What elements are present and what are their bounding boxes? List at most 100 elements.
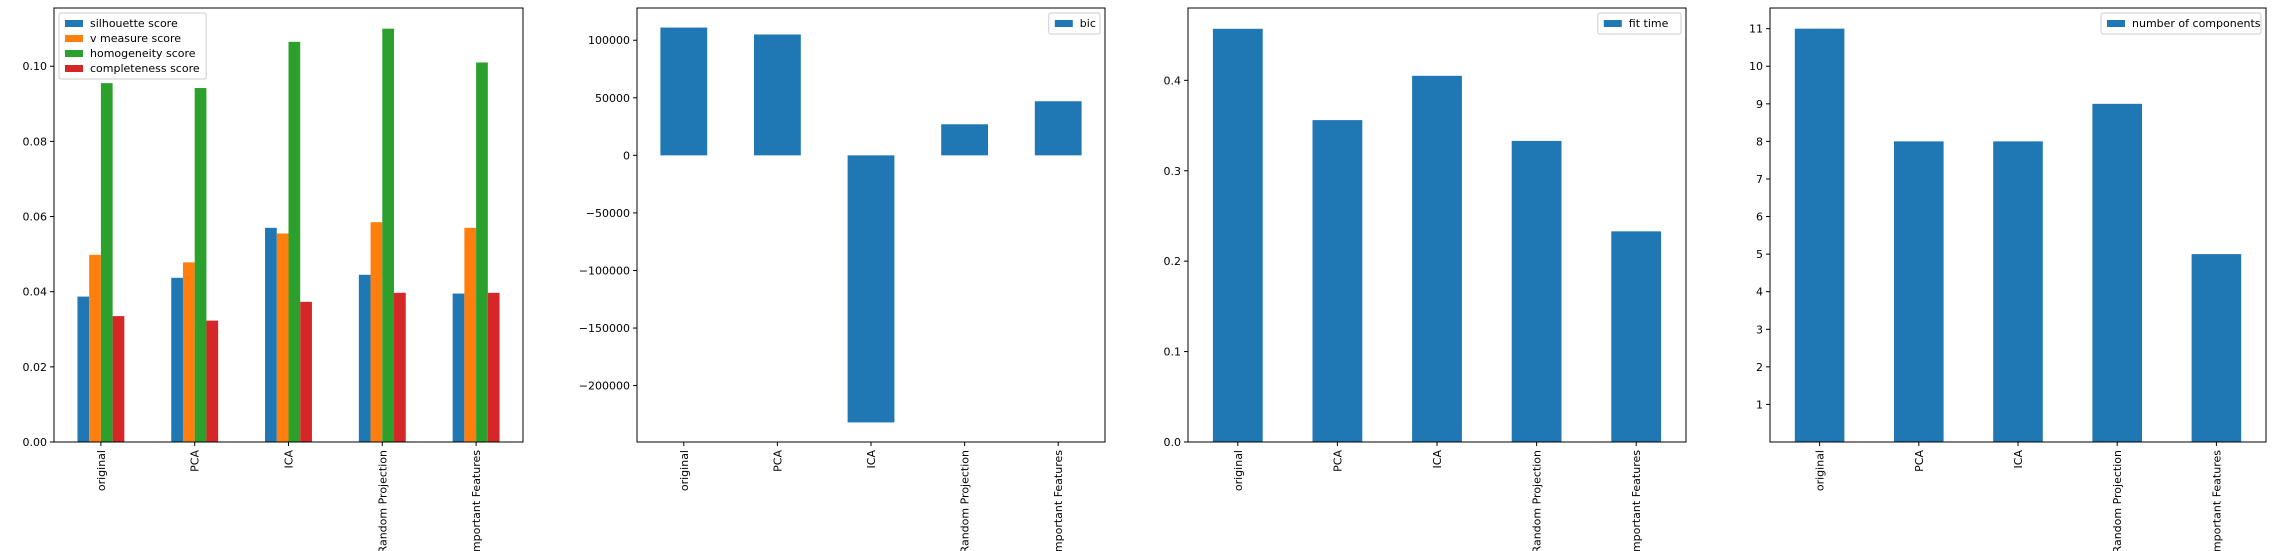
- x-tick-label: PCA: [1331, 450, 1344, 472]
- bar-v-measure-score-random-projection: [370, 222, 383, 442]
- bar-silhouette-score-ica: [265, 227, 277, 442]
- y-tick-label: 0: [623, 149, 630, 162]
- legend: silhouette score v measure score homogenei…: [58, 12, 207, 80]
- x-tick-label: Important Features: [2210, 450, 2223, 551]
- bar-homogeneity-score-original: [100, 83, 113, 442]
- y-tick-label: 0.4: [1164, 74, 1182, 87]
- x-tick-label: Random Projection: [959, 450, 972, 551]
- bar-completeness-score-random-projection: [394, 292, 406, 442]
- legend-label: completeness score: [90, 62, 200, 75]
- x-tick-label: original: [1232, 450, 1245, 491]
- x-tick-label: Random Projection: [376, 450, 389, 551]
- x-tick-label: PCA: [189, 450, 202, 472]
- legend: bic: [1048, 12, 1101, 35]
- legend-box: [58, 12, 207, 80]
- y-tick-label: 9: [1756, 98, 1763, 111]
- x-tick-label: Important Features: [470, 450, 483, 551]
- x-tick-label: ICA: [283, 450, 296, 469]
- y-tick-label: 0.08: [23, 135, 48, 148]
- y-tick-label: 0.10: [23, 60, 48, 73]
- bar-fit-time-original: [1212, 28, 1263, 442]
- bar-v-measure-score-pca: [182, 262, 195, 442]
- bar-number-of-components-random-projection: [2092, 103, 2142, 443]
- bar-bic-pca: [754, 34, 801, 156]
- bar-homogeneity-score-ica: [288, 41, 301, 443]
- bar-completeness-score-pca: [206, 320, 219, 442]
- bar-homogeneity-score-pca: [194, 88, 207, 442]
- y-tick-label: 0.06: [23, 211, 48, 224]
- y-tick-label: 0.2: [1164, 255, 1182, 268]
- legend-label: homogeneity score: [90, 47, 196, 60]
- x-tick-label: ICA: [865, 450, 878, 469]
- y-tick-label: −100000: [579, 264, 630, 277]
- legend-label: v measure score: [90, 32, 181, 45]
- legend: number of components: [2100, 12, 2262, 35]
- legend-swatch: [65, 20, 83, 27]
- bar-silhouette-score-original: [77, 296, 90, 442]
- y-tick-label: 2: [1756, 361, 1763, 374]
- y-tick-label: 10: [1749, 60, 1763, 73]
- y-tick-label: 0.02: [23, 361, 48, 374]
- legend-swatch: [2107, 20, 2125, 27]
- y-tick-label: 0.3: [1164, 165, 1182, 178]
- y-tick-label: 3: [1756, 323, 1763, 336]
- x-tick-label: Random Projection: [2111, 450, 2124, 551]
- x-tick-label: Important Features: [1052, 450, 1065, 551]
- bar-number-of-components-ica: [1993, 141, 2043, 443]
- bar-bic-important-features: [1034, 101, 1082, 156]
- legend-swatch: [1603, 20, 1622, 27]
- bar-v-measure-score-ica: [276, 233, 289, 442]
- y-tick-label: 7: [1756, 173, 1763, 186]
- bar-homogeneity-score-random-projection: [382, 28, 395, 443]
- x-tick-label: original: [95, 450, 108, 491]
- bar-completeness-score-ica: [300, 301, 312, 442]
- chart-2: −200000 −150000 −100000 −50000 0 50000 100000 o…: [579, 7, 1106, 551]
- legend-swatch: [65, 50, 83, 57]
- bar-silhouette-score-random-projection: [358, 274, 371, 442]
- legend-swatch: [65, 65, 83, 72]
- bar-fit-time-random-projection: [1511, 140, 1562, 442]
- legend-label: silhouette score: [90, 17, 178, 30]
- x-tick-label: PCA: [1913, 450, 1926, 472]
- bar-silhouette-score-pca: [171, 277, 183, 442]
- legend-label: number of components: [2132, 17, 2261, 30]
- y-tick-label: 100000: [588, 34, 630, 47]
- bar-completeness-score-original: [112, 316, 125, 442]
- x-tick-label: original: [678, 450, 691, 491]
- bar-completeness-score-important-features: [487, 292, 500, 442]
- y-tick-label: −50000: [586, 207, 630, 220]
- bar-silhouette-score-important-features: [452, 293, 465, 442]
- y-tick-label: −150000: [579, 322, 630, 335]
- bar-fit-time-pca: [1312, 120, 1363, 442]
- y-tick-label: 0.0: [1164, 436, 1182, 449]
- x-tick-label: ICA: [2012, 450, 2025, 469]
- legend-box: [1597, 12, 1682, 35]
- x-tick-label: ICA: [1431, 450, 1444, 469]
- y-tick-label: 4: [1756, 286, 1763, 299]
- y-tick-label: 0.1: [1164, 346, 1182, 359]
- y-tick-label: 6: [1756, 211, 1763, 224]
- y-tick-label: 0.04: [23, 286, 48, 299]
- y-tick-label: 5: [1756, 248, 1763, 261]
- legend-swatch: [1054, 20, 1073, 27]
- bar-bic-ica: [847, 155, 895, 423]
- x-tick-label: original: [1814, 450, 1827, 491]
- bar-v-measure-score-original: [89, 254, 101, 442]
- chart-3: 0.0 0.1 0.2 0.3 0.4 original PCA ICA Random Proj…: [1164, 7, 1687, 551]
- x-tick-label: PCA: [771, 450, 784, 472]
- bar-bic-original: [660, 27, 708, 156]
- y-tick-label: 0.00: [23, 436, 48, 449]
- bar-homogeneity-score-important-features: [476, 62, 488, 442]
- y-tick-label: 8: [1756, 135, 1763, 148]
- bar-bic-random-projection: [941, 124, 988, 156]
- legend-box: [2100, 12, 2262, 35]
- y-tick-label: 11: [1749, 23, 1763, 36]
- bar-v-measure-score-important-features: [464, 227, 477, 442]
- legend-swatch: [65, 35, 83, 42]
- legend-box: [1048, 12, 1101, 35]
- bar-fit-time-ica: [1412, 75, 1462, 442]
- y-tick-label: 1: [1756, 398, 1763, 411]
- legend-label: fit time: [1629, 17, 1669, 30]
- x-tick-label: Important Features: [1630, 450, 1643, 551]
